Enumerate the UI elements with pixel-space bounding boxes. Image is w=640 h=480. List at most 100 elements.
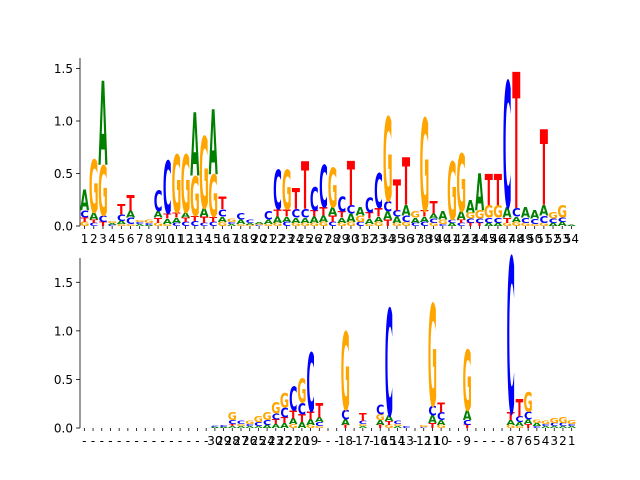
top-logo-xtick-label: 43 [463, 232, 478, 246]
top-logo-col2-letter-C: C [89, 223, 98, 228]
bottom-logo-col27-letter-T: T [307, 410, 315, 423]
top-logo-col4-letter-C: C [108, 225, 117, 227]
top-logo-col49-letter-A: A [521, 206, 531, 222]
top-logo-col18-letter-G: G [236, 224, 246, 227]
top-logo-xtick-label: 29 [334, 232, 349, 246]
bottom-logo-ytick-label: 0.5 [54, 373, 73, 387]
top-logo-col35-letter-G: G [392, 223, 402, 228]
top-logo-col2-letter-A: A [89, 211, 99, 223]
top-logo-col22-letter-G: G [273, 223, 283, 228]
top-logo-xtick-label: 34 [380, 232, 395, 246]
top-logo-col49-letter-C: C [521, 217, 530, 225]
bottom-logo-xtick-label: - [448, 434, 452, 448]
bottom-logo-xtick-label: 25 [251, 434, 266, 448]
bottom-logo-col20-letter-G: G [245, 420, 254, 425]
bottom-logo-xtick-label: - [326, 434, 330, 448]
top-logo-col46-letter-T: T [494, 167, 502, 216]
bottom-logo-col37-letter-G: G [393, 423, 403, 426]
top-logo-col14-letter-C: C [200, 223, 209, 228]
top-logo-col42-letter-A: A [457, 209, 466, 223]
top-logo-col26-letter-T: T [310, 209, 318, 219]
top-logo-col24-letter-T: T [292, 184, 300, 217]
top-logo-col4-letter-G: G [107, 221, 117, 224]
top-logo-col17-letter-C: C [227, 222, 236, 225]
top-logo-col34-letter-G: G [383, 95, 393, 229]
top-logo-col21-letter-C: C [264, 209, 273, 223]
top-logo-xtick-label: 4 [108, 232, 116, 246]
top-logo-col32-letter-G: G [364, 224, 374, 227]
bottom-logo-col54-letter-C: C [541, 423, 549, 426]
bottom-logo-col57-letter-A: A [567, 425, 577, 428]
bottom-logo-col42-letter-C: C [437, 410, 445, 423]
top-logo-ytick-label: 1.0 [54, 115, 73, 129]
bottom-logo-col33-letter-A: A [358, 425, 368, 428]
top-logo-xtick-label: 50 [527, 232, 542, 246]
bottom-logo-col41-letter-C: C [428, 403, 436, 418]
bottom-logo-col25-letter-T: T [289, 409, 297, 422]
top-logo-col27-letter-C: C [319, 153, 328, 221]
top-logo-col9-letter-C: C [154, 186, 163, 219]
top-logo-xtick-label: 17 [224, 232, 239, 246]
top-logo-col6-letter-C: C [126, 216, 135, 226]
bottom-logo-col18-letter-A: A [228, 425, 238, 428]
top-logo-col19-letter-G: G [245, 225, 255, 227]
top-logo-col43-letter-C: C [466, 218, 475, 225]
bottom-logo-xtick-label: 9 [463, 434, 471, 448]
top-logo-col17-letter-A: A [227, 224, 237, 227]
top-logo-col51-letter-C: C [540, 214, 549, 226]
top-logo-xtick-label: 14 [196, 232, 211, 246]
top-logo-col25-letter-A: A [300, 217, 310, 225]
bottom-logo-xtick-label: 27 [233, 434, 248, 448]
bottom-logo-col45-letter-G: G [463, 333, 472, 430]
bottom-logo-ytick-label: 1.5 [54, 276, 73, 290]
bottom-logo-panel: 0.00.51.01.5- - - - - - - - - - - - - - -AC30AC29ATCG2… [54, 215, 577, 464]
bottom-logo-col22-letter-A: A [263, 424, 272, 429]
top-logo-col19-letter-C: C [246, 219, 255, 224]
top-logo-col33-letter-C: C [374, 166, 383, 221]
bottom-logo-xtick-label: 3 [550, 434, 558, 448]
top-logo-col42-letter-C: C [457, 223, 466, 228]
bottom-logo-col52-letter-C: C [524, 410, 532, 423]
top-logo-col23-letter-C: C [282, 221, 291, 228]
top-logo-col22-letter-T: T [273, 207, 282, 219]
top-logo-panel: 0.00.51.01.5GTCA1CTAG2TCGA3CAG4GACT5GCAT… [54, 36, 579, 253]
top-logo-col30-letter-T: T [347, 151, 355, 220]
bottom-logo-col35-letter-C: C [376, 402, 384, 417]
top-logo-col41-letter-G: G [447, 148, 457, 239]
bottom-logo-xtick-label: 21 [286, 434, 301, 448]
top-logo-col33-letter-A: A [374, 216, 384, 224]
top-logo-xtick-label: 46 [490, 232, 505, 246]
bottom-logo-xtick-label: 6 [524, 434, 532, 448]
bottom-logo-col45-letter-T: T [463, 424, 471, 429]
top-logo-col10-letter-T: T [163, 213, 171, 221]
bottom-logo-xtick-label: 8 [507, 434, 515, 448]
bottom-logo-xtick-label: 26 [242, 434, 257, 448]
top-logo-col9-letter-T: T [154, 217, 162, 225]
bottom-logo-xtick-label: - [100, 434, 104, 448]
bottom-logo-col45-letter-C: C [463, 419, 472, 427]
top-logo-col48-letter-T: T [512, 36, 520, 253]
top-logo-col35-letter-A: A [392, 215, 401, 225]
bottom-logo-xtick-label: - [143, 434, 147, 448]
top-logo-col29-letter-G: G [337, 223, 347, 228]
bottom-logo-xtick-label: 5 [533, 434, 541, 448]
top-logo-xtick-label: 44 [472, 232, 487, 246]
bottom-logo-xtick-label: - [352, 434, 356, 448]
bottom-logo-col50-letter-T: T [507, 410, 515, 423]
bottom-logo-col18-letter-C: C [228, 420, 236, 426]
top-logo-col45-letter-C: C [484, 217, 493, 225]
bottom-logo-xtick-label: - [134, 434, 138, 448]
top-logo-col23-letter-G: G [282, 159, 292, 223]
top-logo-col39-letter-C: C [429, 218, 438, 225]
bottom-logo-col31-letter-T: T [342, 424, 350, 429]
top-logo-col53-letter-A: A [558, 221, 568, 228]
top-logo-col54-letter-A: A [567, 225, 577, 227]
top-logo-xtick-label: 11 [169, 232, 184, 246]
top-logo-col43-letter-T: T [466, 223, 474, 228]
bottom-logo-col33-letter-C: C [359, 420, 367, 425]
bottom-logo-col18-letter-T: T [228, 423, 236, 426]
top-logo-col32-letter-A: A [365, 218, 375, 226]
top-logo-col29-letter-T: T [338, 210, 346, 220]
top-logo-col26-letter-G: G [309, 223, 319, 228]
bottom-logo-xtick-label: - [187, 434, 191, 448]
